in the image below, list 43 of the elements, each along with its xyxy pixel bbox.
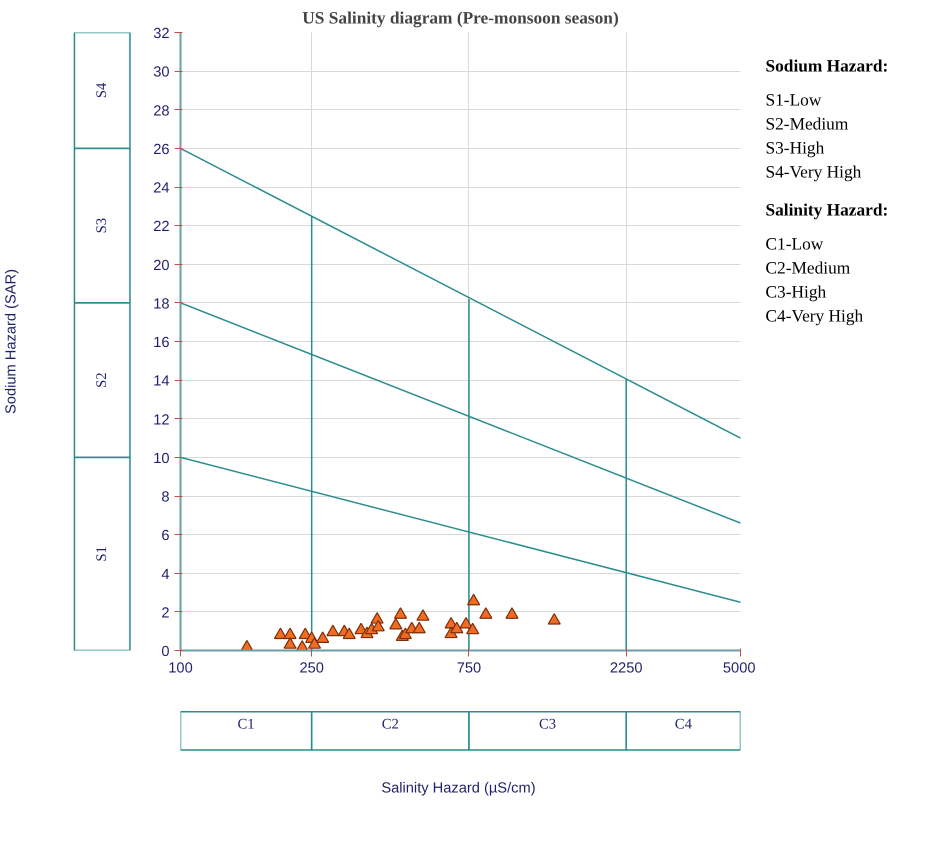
text: S3-High [766, 138, 825, 158]
y-tick-label: 20 [153, 258, 170, 274]
text: Salinity Hazard (µS/cm) [381, 780, 536, 796]
text: C2 [382, 716, 399, 732]
text: S2 [94, 372, 110, 388]
chart-title: US Salinity diagram (Pre-monsoon season) [302, 8, 619, 28]
y-tick-label: 24 [153, 180, 170, 196]
text: S2-Medium [766, 114, 849, 134]
text: C1 [238, 716, 255, 732]
text: C4-Very High [766, 306, 864, 326]
y-tick-label: 4 [161, 566, 170, 583]
x-tick-label: 100 [168, 660, 193, 676]
y-tick-label: 22 [153, 219, 170, 236]
x-tick-label: 750 [456, 660, 482, 676]
text: C2-Medium [766, 258, 851, 278]
y-tick-label: 30 [153, 64, 170, 81]
y-tick-label: 0 [161, 644, 170, 660]
y-tick-label: 16 [153, 335, 170, 351]
y-tick-label: 14 [153, 374, 170, 390]
y-tick-label: 18 [153, 296, 170, 312]
y-tick-label: 2 [161, 605, 170, 622]
y-tick-label: 32 [153, 26, 170, 42]
text: S3 [94, 218, 110, 234]
x-tick-label: 2250 [610, 660, 642, 676]
y-tick-label: 26 [153, 142, 170, 158]
y-tick-label: 10 [153, 450, 170, 467]
y-tick-label: 12 [153, 412, 170, 428]
text: C3 [539, 716, 556, 732]
x-tick-label: 250 [299, 660, 324, 676]
text: S1 [94, 546, 110, 562]
text: S4-Very High [766, 162, 862, 182]
text: S1-Low [766, 90, 822, 110]
text: Sodium Hazard: [766, 56, 888, 76]
text: Salinity Hazard: [766, 200, 888, 220]
y-tick-label: 28 [153, 103, 170, 120]
y-tick-label: 6 [161, 528, 170, 544]
y-tick-label: 8 [161, 490, 170, 506]
text: Sodium Hazard (SAR) [4, 269, 20, 414]
x-tick-label: 5000 [722, 660, 756, 676]
text: C4 [674, 716, 693, 732]
text: C3-High [766, 282, 826, 302]
text: S4 [94, 82, 110, 98]
text: C1-Low [766, 234, 824, 254]
